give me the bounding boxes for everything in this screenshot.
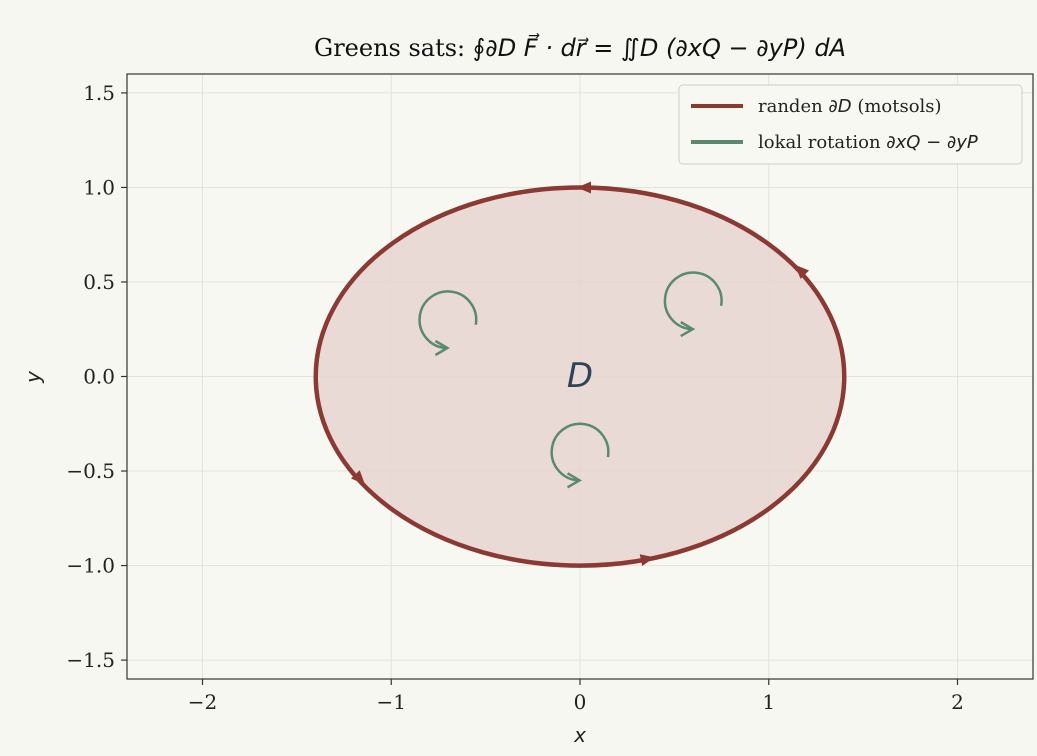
boundary-arrowhead — [639, 554, 655, 567]
rotation-arrow-arc — [550, 422, 610, 482]
boundary-arrowhead — [577, 181, 591, 194]
x-axis-label: x — [573, 723, 586, 747]
y-tick-label: −0.5 — [66, 459, 115, 483]
y-axis-label: y — [21, 370, 45, 384]
rotation-arrowhead — [566, 472, 583, 489]
region-label: D — [567, 356, 593, 396]
chart-title-prefix: Greens sats: — [314, 34, 473, 62]
y-tick-label: 1.0 — [83, 175, 115, 199]
plot-content — [313, 181, 847, 568]
axis-ticks: −2 −1 0 1 2 −1.5 −1.0 −0.5 0.0 0.5 1.0 1.5 — [66, 81, 963, 714]
y-tick-label: −1.5 — [66, 648, 115, 672]
boundary-arrowhead — [351, 470, 366, 485]
boundary-arrow — [639, 554, 655, 567]
y-tick-label: 1.5 — [83, 81, 115, 105]
x-tick-label: 2 — [951, 690, 964, 714]
rotation-arrowhead — [680, 321, 696, 338]
boundary-arrow — [351, 470, 366, 485]
legend-label-rotation: lokal rotation ∂xQ − ∂yP — [758, 132, 978, 153]
chart-title-formula: ∮∂D F⃗ · dr⃗ = ∬D (∂xQ − ∂yP) dA — [473, 33, 846, 62]
legend-box — [678, 84, 1023, 165]
x-tick-label: −1 — [377, 690, 406, 714]
rotation-arrow-arc — [418, 290, 478, 350]
rotation-arrowhead — [434, 339, 450, 357]
boundary-arrow — [577, 181, 591, 194]
boundary-arrow — [794, 264, 810, 279]
x-tick-label: 1 — [762, 690, 775, 714]
y-tick-label: 0.5 — [83, 270, 115, 294]
y-tick-label: −1.0 — [66, 554, 115, 578]
x-tick-label: 0 — [574, 690, 587, 714]
legend-label-boundary: randen ∂D (motsols) — [758, 96, 942, 117]
legend: randen ∂D (motsols) lokal rotation ∂xQ −… — [678, 84, 1023, 165]
y-tick-label: 0.0 — [83, 365, 115, 389]
x-tick-label: −2 — [188, 690, 217, 714]
chart-title: Greens sats: ∮∂D F⃗ · dr⃗ = ∬D (∂xQ − ∂y… — [314, 33, 846, 62]
rotation-arrow-arc — [663, 271, 723, 331]
boundary-arrowhead — [794, 264, 810, 279]
